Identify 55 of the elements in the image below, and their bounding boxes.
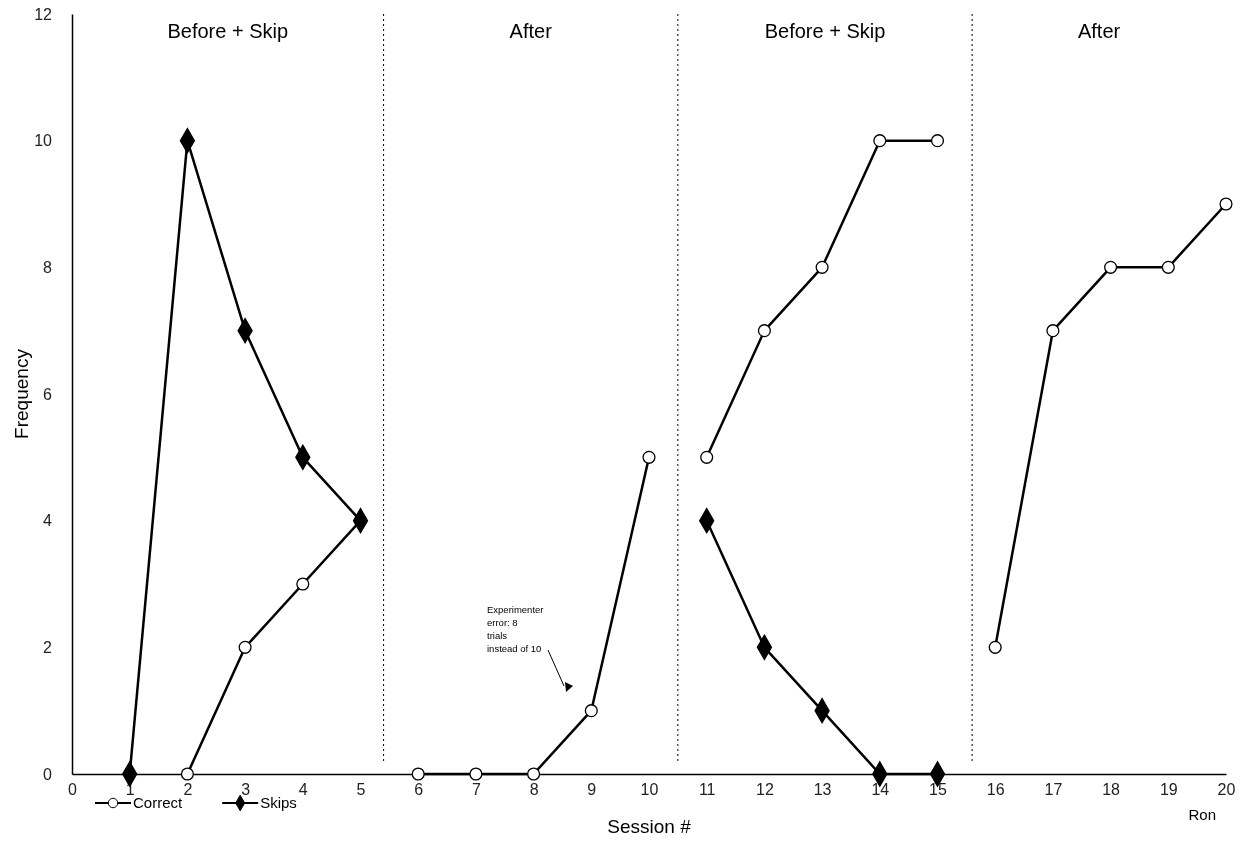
point [584, 704, 598, 718]
x-tick-label: 7 [471, 781, 481, 799]
y-tick-label: 8 [43, 258, 53, 276]
point [238, 640, 252, 654]
x-tick-label: 8 [529, 781, 539, 799]
x-tick-label: 19 [1159, 781, 1178, 799]
annotation: Experimenter error: 8 trials instead of 10 [487, 604, 544, 654]
y-tick-label: 4 [43, 512, 53, 530]
point [757, 324, 771, 338]
point [1161, 260, 1175, 274]
point [930, 134, 945, 148]
point [411, 767, 425, 781]
x-tick-label: 3 [241, 781, 251, 799]
point [1046, 324, 1060, 338]
x-tick-label: 14 [871, 781, 890, 799]
point [1104, 260, 1118, 274]
x-tick-label: 10 [640, 781, 659, 799]
point [180, 767, 194, 781]
point [469, 767, 483, 781]
x-tick-label: 17 [1044, 781, 1063, 799]
y-tick-label: 12 [34, 5, 53, 23]
legend-label: Skips [260, 794, 297, 811]
point [296, 577, 310, 591]
legend-label: Correct [133, 794, 184, 811]
annotation: Before + Skip [167, 20, 289, 42]
x-tick-label: 11 [698, 781, 716, 799]
y-tick-label: 2 [43, 638, 53, 656]
x-tick-label: 9 [587, 781, 597, 799]
x-axis-title: Session # [607, 816, 692, 837]
x-tick-label: 12 [756, 781, 774, 799]
point [988, 640, 1002, 654]
point [642, 450, 656, 464]
point [815, 260, 829, 274]
text: Ron [1188, 806, 1216, 823]
y-tick-label: 6 [43, 385, 53, 403]
annotation: After [509, 20, 553, 42]
x-tick-label: 15 [929, 781, 947, 799]
x-tick-label: 5 [356, 781, 366, 799]
x-tick-label: 13 [813, 781, 832, 799]
x-tick-label: 0 [68, 781, 78, 799]
y-tick-label: 0 [43, 765, 53, 783]
x-tick-label: 6 [414, 781, 424, 799]
point [1219, 197, 1233, 211]
point [700, 450, 714, 464]
x-tick-label: 18 [1102, 781, 1121, 799]
point [873, 134, 887, 148]
x-tick-label: 2 [183, 781, 193, 799]
y-tick-label: 10 [34, 132, 53, 150]
point [527, 767, 541, 781]
annotation: After [1077, 20, 1121, 42]
x-tick-label: 16 [986, 781, 1005, 799]
y-axis-title: Frequency [11, 348, 32, 439]
annotation: Before + Skip [764, 20, 886, 42]
x-tick-label: 4 [298, 781, 308, 799]
x-tick-label: 20 [1217, 781, 1236, 799]
